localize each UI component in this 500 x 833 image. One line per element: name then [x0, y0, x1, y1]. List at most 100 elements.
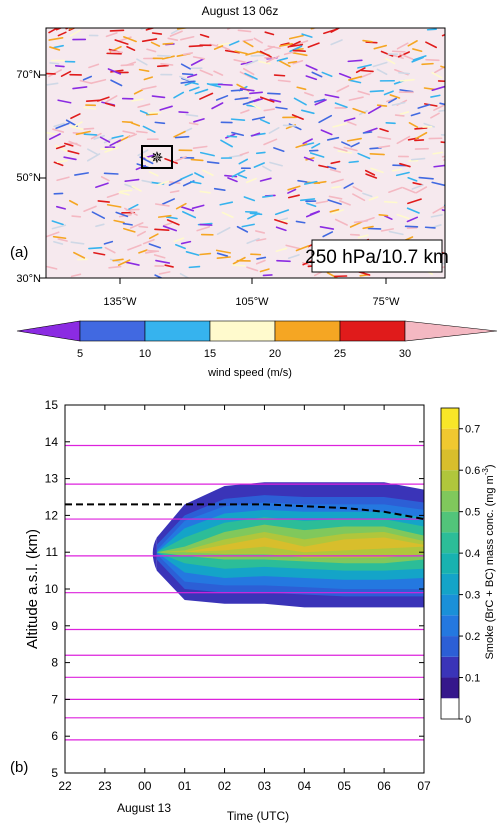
wind-barb [292, 49, 306, 52]
wind-barb [111, 134, 124, 139]
wind-barb [425, 58, 440, 62]
wind-barb [253, 162, 265, 168]
wind-barb [277, 217, 289, 222]
wind-barb [441, 33, 445, 37]
wind-speed-colorbar: 5 10 15 20 25 30 [16, 320, 498, 360]
wind-barb [309, 152, 325, 158]
smoke-colorbar-tick-label: 0.3 [465, 590, 480, 602]
wind-barb [289, 43, 304, 48]
y-axis-label: Altitude a.s.l. (km) [24, 529, 41, 649]
wind-barb [423, 103, 438, 107]
wind-barb [267, 45, 281, 50]
smoke-colorbar-bin [441, 428, 459, 450]
y-tick-label: 12 [45, 508, 59, 522]
wind-barb [430, 94, 441, 98]
wind-barb [199, 223, 213, 226]
lat-tick-30: 30°N [16, 273, 41, 285]
wind-barb [148, 243, 162, 249]
wind-barb [327, 199, 342, 205]
wind-barb [269, 98, 282, 103]
wind-barb [156, 64, 169, 68]
smoke-colorbar-bin [441, 532, 459, 554]
wind-barb [147, 111, 162, 114]
wind-barb [158, 271, 171, 275]
wind-barb [242, 38, 254, 42]
wind-barb [258, 60, 271, 65]
wind-barb [148, 233, 159, 240]
wind-barb [251, 116, 266, 121]
wind-barb [352, 185, 363, 192]
wind-barb [79, 79, 93, 85]
x-sublabel: August 13 [117, 801, 171, 815]
wind-barb [209, 43, 222, 48]
y-tick-label: 10 [45, 582, 59, 596]
wind-barb [216, 226, 231, 235]
fire-marker-icon: ✵ [150, 150, 163, 167]
wind-barb [357, 152, 371, 160]
wind-barb [414, 127, 428, 130]
wind-barb [319, 226, 335, 230]
wind-barb [90, 132, 102, 140]
wind-barb [93, 251, 106, 256]
wind-barb [320, 129, 333, 136]
wind-barb [104, 146, 119, 153]
wind-barb [160, 62, 174, 66]
wind-barb [68, 140, 82, 147]
wind-barb [263, 138, 278, 146]
wind-barb [112, 258, 124, 262]
wind-barb [443, 204, 445, 207]
wind-barb [349, 221, 363, 228]
wind-barb [70, 273, 82, 278]
wind-barb [259, 177, 272, 182]
smoke-colorbar-tick-label: 0.5 [465, 507, 480, 519]
colorbar-bin [339, 320, 406, 342]
wind-barb [130, 122, 141, 127]
wind-barb [336, 85, 350, 93]
wind-barb [175, 202, 187, 210]
wind-barb [53, 240, 64, 245]
wind-barb [105, 95, 118, 103]
wind-barb [301, 33, 313, 38]
wind-barb [188, 122, 199, 126]
wind-barb [179, 272, 190, 278]
wind-barb [346, 137, 362, 142]
map-gridlines [40, 74, 387, 284]
wind-barb [93, 134, 105, 140]
wind-barb [318, 164, 329, 169]
wind-barb [398, 71, 411, 75]
wind-barb [108, 265, 122, 269]
wind-barb [70, 241, 85, 245]
wind-barb [397, 51, 410, 58]
wind-barb [53, 44, 64, 49]
wind-barb [117, 259, 131, 266]
wind-barb [295, 245, 310, 252]
wind-barb [329, 168, 341, 173]
smoke-colorbar-frame [440, 407, 460, 720]
wind-barb [391, 101, 406, 106]
wind-barb [162, 225, 178, 232]
wind-barb [299, 198, 316, 202]
wind-barb [233, 58, 247, 64]
wind-barb [315, 200, 329, 205]
wind-barb [67, 150, 80, 155]
wind-barb [97, 200, 110, 203]
wind-barb [194, 88, 209, 95]
model-level-lines [65, 444, 424, 741]
wind-barb [391, 168, 403, 172]
y-tick-label: 6 [51, 729, 58, 743]
wind-barb [199, 252, 212, 256]
wind-barb [157, 214, 172, 218]
wind-barb [349, 233, 360, 236]
wind-barb [56, 176, 70, 182]
lon-tick-135: 135°W [103, 296, 137, 308]
wind-barb [322, 231, 334, 238]
wind-barb [96, 96, 110, 102]
wind-barb [199, 151, 215, 157]
wind-barb [297, 40, 309, 45]
wind-barb [148, 171, 159, 177]
wind-barb [383, 90, 394, 96]
wind-barb [256, 256, 267, 260]
wind-barb [180, 206, 195, 212]
wind-barb [307, 42, 320, 48]
wind-barb [287, 60, 298, 64]
